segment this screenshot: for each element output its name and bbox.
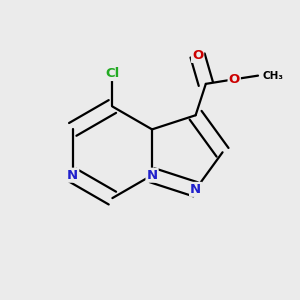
Text: N: N — [190, 183, 201, 196]
Text: Cl: Cl — [105, 67, 119, 80]
Text: CH₃: CH₃ — [263, 70, 284, 81]
Text: N: N — [146, 169, 158, 182]
Text: O: O — [229, 73, 240, 86]
Text: O: O — [192, 49, 203, 62]
Text: N: N — [67, 169, 78, 182]
